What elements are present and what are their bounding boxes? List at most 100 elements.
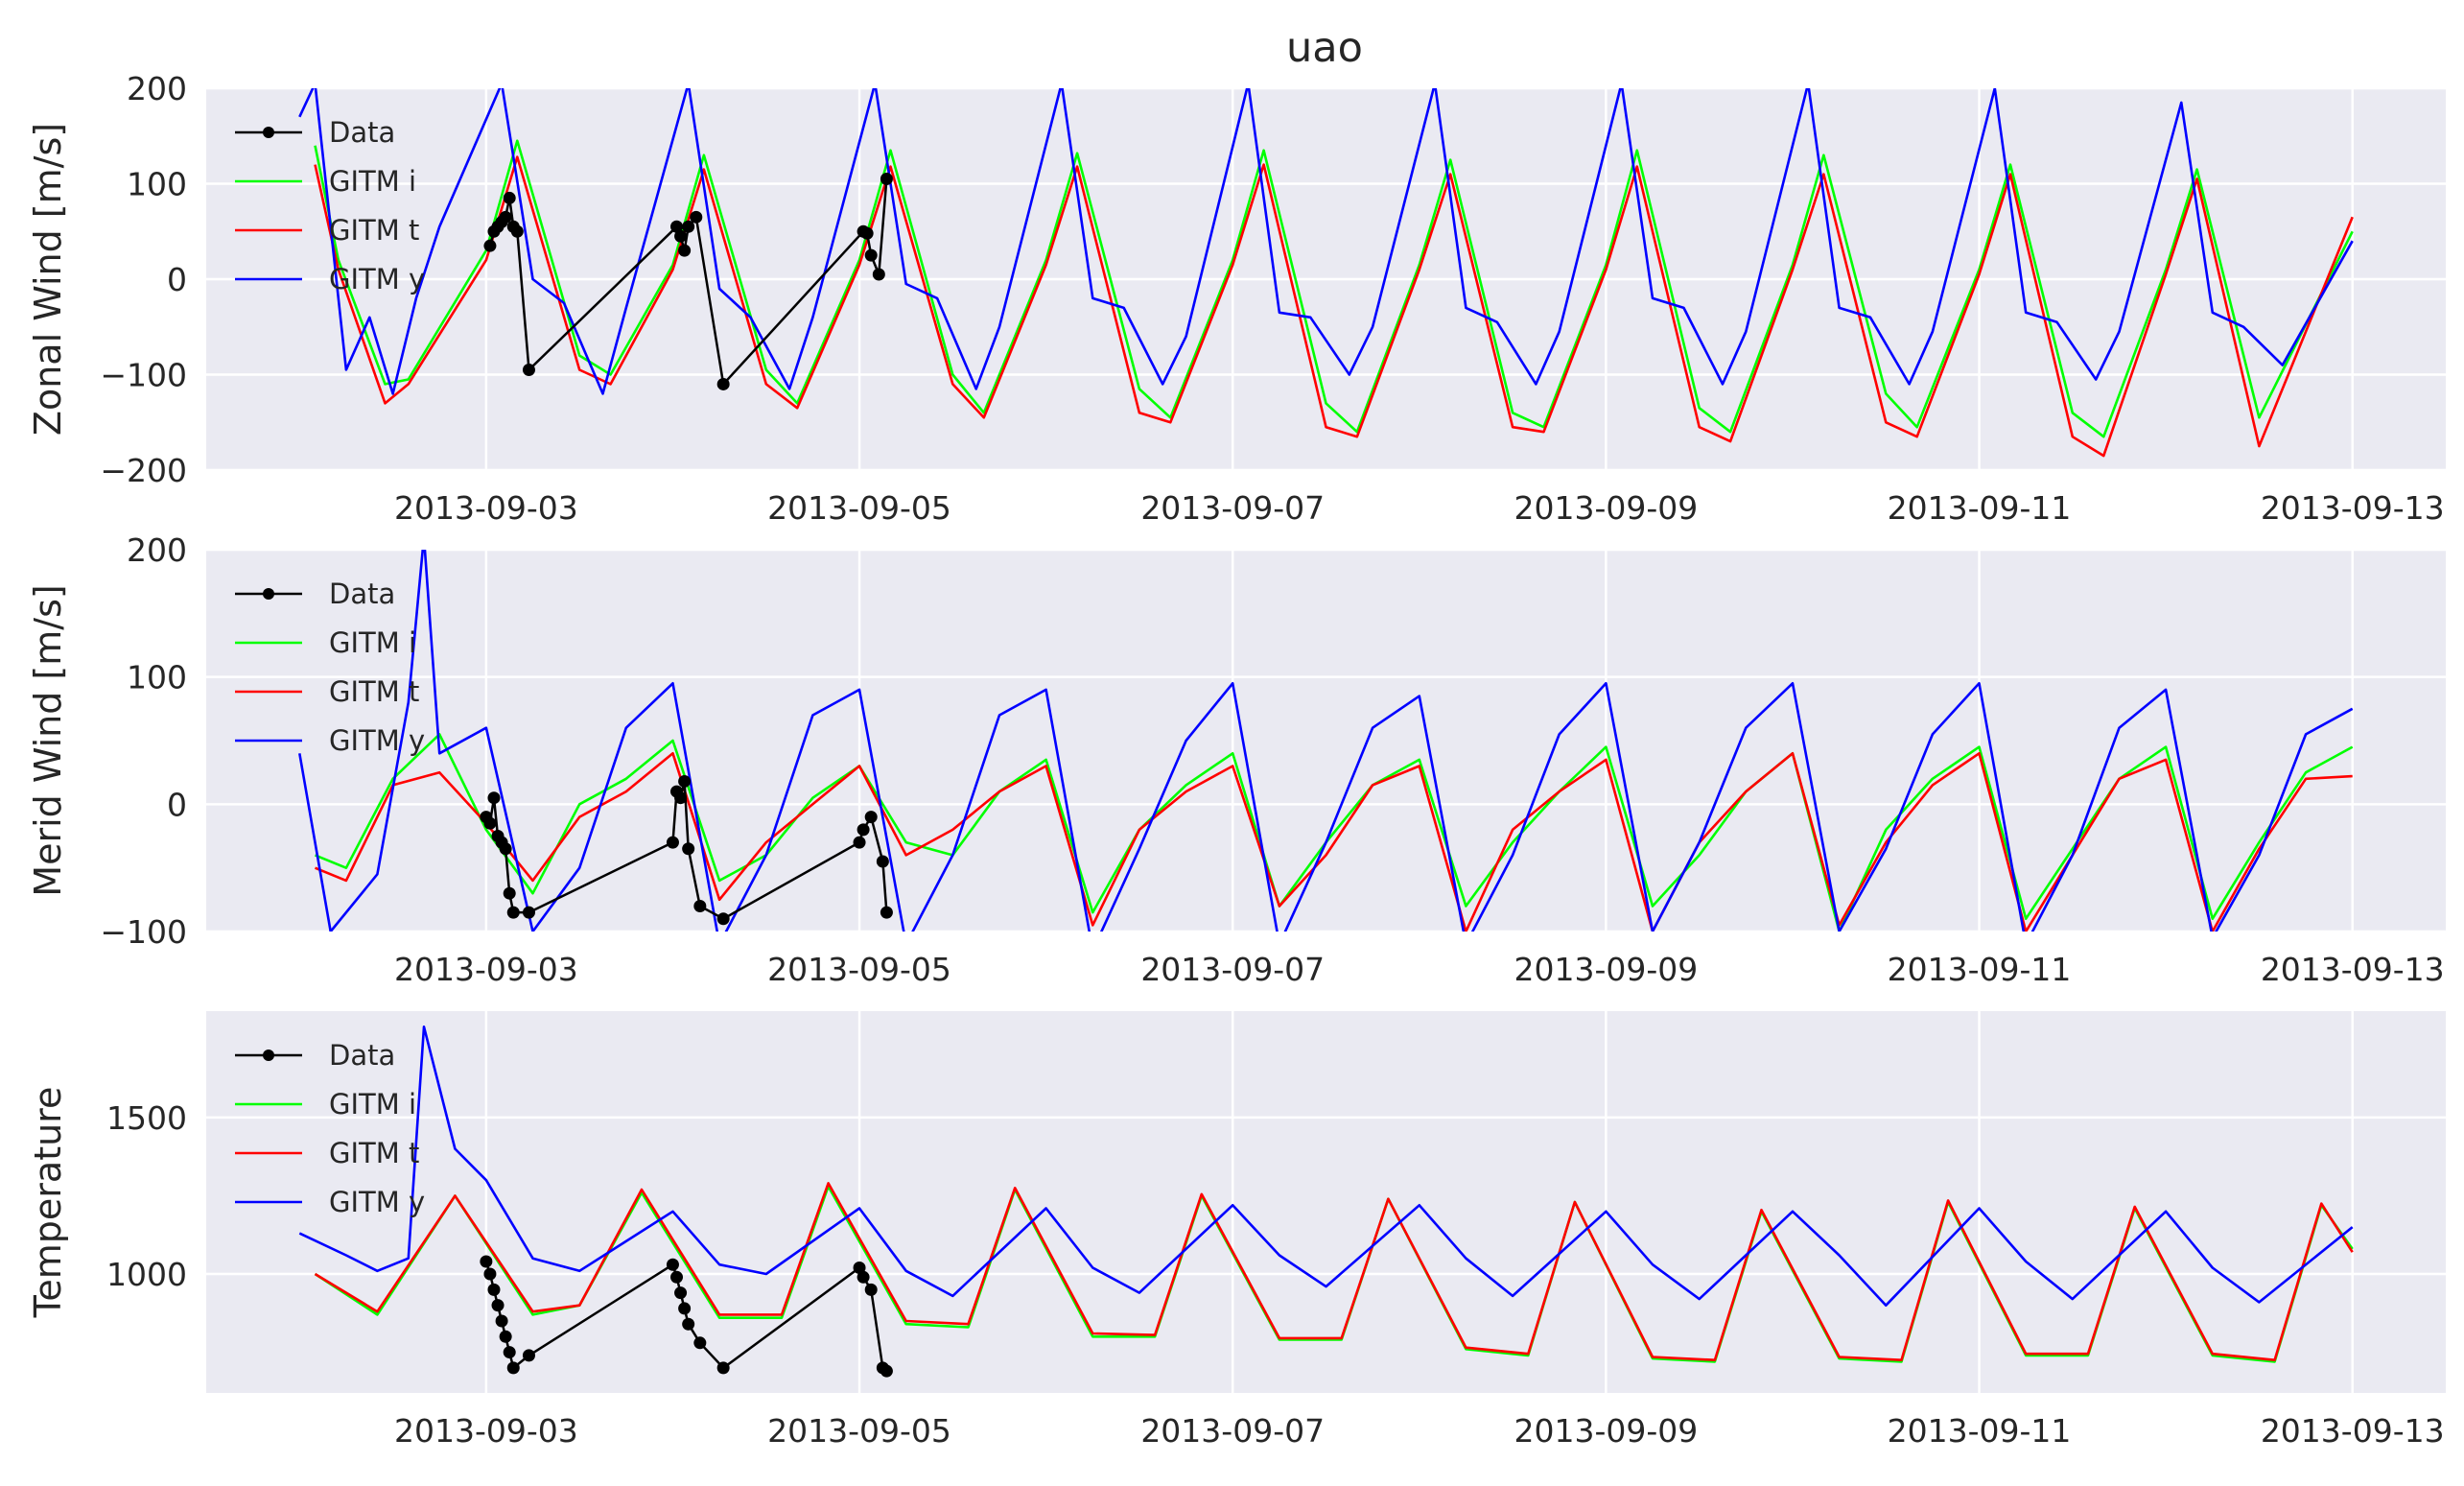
data-point xyxy=(666,836,679,849)
data-point xyxy=(853,836,866,849)
data-point xyxy=(880,1364,893,1378)
figure-title: uao xyxy=(1286,24,1363,72)
legend-label: GITM y xyxy=(329,1186,425,1218)
legend: Data GITM i GITM t GITM y xyxy=(235,1039,425,1218)
data-point xyxy=(499,210,512,224)
data-point xyxy=(522,906,535,919)
y-tick-label: 200 xyxy=(127,531,187,569)
legend: Data GITM i GITM t GITM y xyxy=(235,578,425,757)
data-point xyxy=(522,364,535,377)
data-point xyxy=(506,906,520,919)
legend-label: GITM i xyxy=(329,165,416,198)
data-point xyxy=(880,906,893,919)
data-point xyxy=(670,1270,684,1284)
x-tick-label: 2013-09-13 xyxy=(2261,489,2445,527)
data-point xyxy=(480,1255,493,1268)
y-tick-label: −200 xyxy=(100,452,187,489)
series-line-gitm-y xyxy=(298,88,2354,395)
data-point xyxy=(483,1267,497,1281)
legend: Data GITM i GITM t GITM y xyxy=(235,116,425,295)
data-point xyxy=(864,248,878,262)
data-point xyxy=(693,1336,707,1350)
data-point xyxy=(487,1283,501,1296)
data-point xyxy=(872,268,885,281)
data-point xyxy=(857,1270,870,1284)
data-point xyxy=(674,1286,688,1300)
x-tick-label: 2013-09-13 xyxy=(2261,951,2445,988)
x-tick-label: 2013-09-03 xyxy=(394,951,578,988)
data-point xyxy=(503,1346,516,1359)
x-tick-label: 2013-09-07 xyxy=(1140,951,1325,988)
data-point xyxy=(666,1258,679,1271)
data-point xyxy=(678,244,692,257)
legend-marker xyxy=(263,127,274,138)
legend-label: GITM i xyxy=(329,1088,416,1120)
data-point xyxy=(678,1302,692,1315)
legend-label: Data xyxy=(329,1039,395,1072)
panels: 2013-09-03 2013-09-05 2013-09-07 2013-09-09… xyxy=(27,70,2446,1450)
data-point xyxy=(857,823,870,837)
data-point xyxy=(682,220,695,233)
legend-marker xyxy=(263,588,274,600)
legend-label: GITM t xyxy=(329,1137,419,1169)
data-point xyxy=(670,220,684,233)
data-point xyxy=(693,899,707,912)
data-point xyxy=(674,229,688,243)
y-tick-label: 200 xyxy=(127,70,187,107)
legend-label: GITM i xyxy=(329,626,416,659)
y-tick-label: −100 xyxy=(100,913,187,951)
data-point xyxy=(716,1361,730,1375)
series-line-gitm-y xyxy=(298,1026,2354,1307)
x-tick-label: 2013-09-11 xyxy=(1888,951,2072,988)
y-tick-label: −100 xyxy=(100,357,187,394)
x-tick-label: 2013-09-07 xyxy=(1140,489,1325,527)
x-tick-label: 2013-09-13 xyxy=(2261,1412,2445,1450)
x-tick-label: 2013-09-03 xyxy=(394,1412,578,1450)
x-tick-label: 2013-09-09 xyxy=(1514,1412,1698,1450)
series-line-gitm-t xyxy=(314,1182,2354,1361)
x-tick-label: 2013-09-11 xyxy=(1888,1412,2072,1450)
data-point xyxy=(522,1349,535,1362)
series-line-gitm-t xyxy=(314,155,2354,458)
data-point xyxy=(682,842,695,856)
data-point xyxy=(690,210,703,224)
series-line-gitm-y xyxy=(298,550,2354,932)
data-point xyxy=(716,377,730,390)
data-point xyxy=(499,842,512,856)
data-point xyxy=(495,1314,508,1328)
y-tick-label: 1000 xyxy=(106,1256,187,1293)
series-group xyxy=(298,88,2354,458)
legend-marker xyxy=(263,1050,274,1061)
data-point xyxy=(682,1317,695,1331)
data-point xyxy=(487,791,501,805)
legend-label: GITM t xyxy=(329,675,419,708)
legend-label: Data xyxy=(329,116,395,149)
data-point xyxy=(503,191,516,204)
y-tick-label: 1500 xyxy=(106,1099,187,1137)
data-point xyxy=(674,791,688,805)
panel-1: 2013-09-03 2013-09-05 2013-09-07 2013-09-09… xyxy=(27,70,2446,527)
data-point xyxy=(483,816,497,830)
y-tick-label: 0 xyxy=(167,261,187,298)
data-point xyxy=(510,224,524,238)
x-tick-label: 2013-09-11 xyxy=(1888,489,2072,527)
x-tick-label: 2013-09-05 xyxy=(767,1412,951,1450)
legend-label: GITM y xyxy=(329,263,425,295)
x-tick-label: 2013-09-05 xyxy=(767,951,951,988)
data-point xyxy=(864,811,878,824)
panel-3: 2013-09-03 2013-09-05 2013-09-07 2013-09-09… xyxy=(27,1011,2446,1450)
data-point xyxy=(860,226,874,240)
data-point xyxy=(678,774,692,788)
legend-label: Data xyxy=(329,578,395,610)
data-point xyxy=(853,1262,866,1275)
x-tick-label: 2013-09-03 xyxy=(394,489,578,527)
data-point xyxy=(880,173,893,186)
y-tick-label: 100 xyxy=(127,166,187,203)
x-tick-label: 2013-09-07 xyxy=(1140,1412,1325,1450)
data-point xyxy=(483,239,497,252)
series-line-gitm-i xyxy=(314,139,2354,438)
data-point xyxy=(876,855,889,868)
legend-label: GITM t xyxy=(329,214,419,247)
data-point xyxy=(864,1283,878,1296)
x-tick-label: 2013-09-09 xyxy=(1514,951,1698,988)
